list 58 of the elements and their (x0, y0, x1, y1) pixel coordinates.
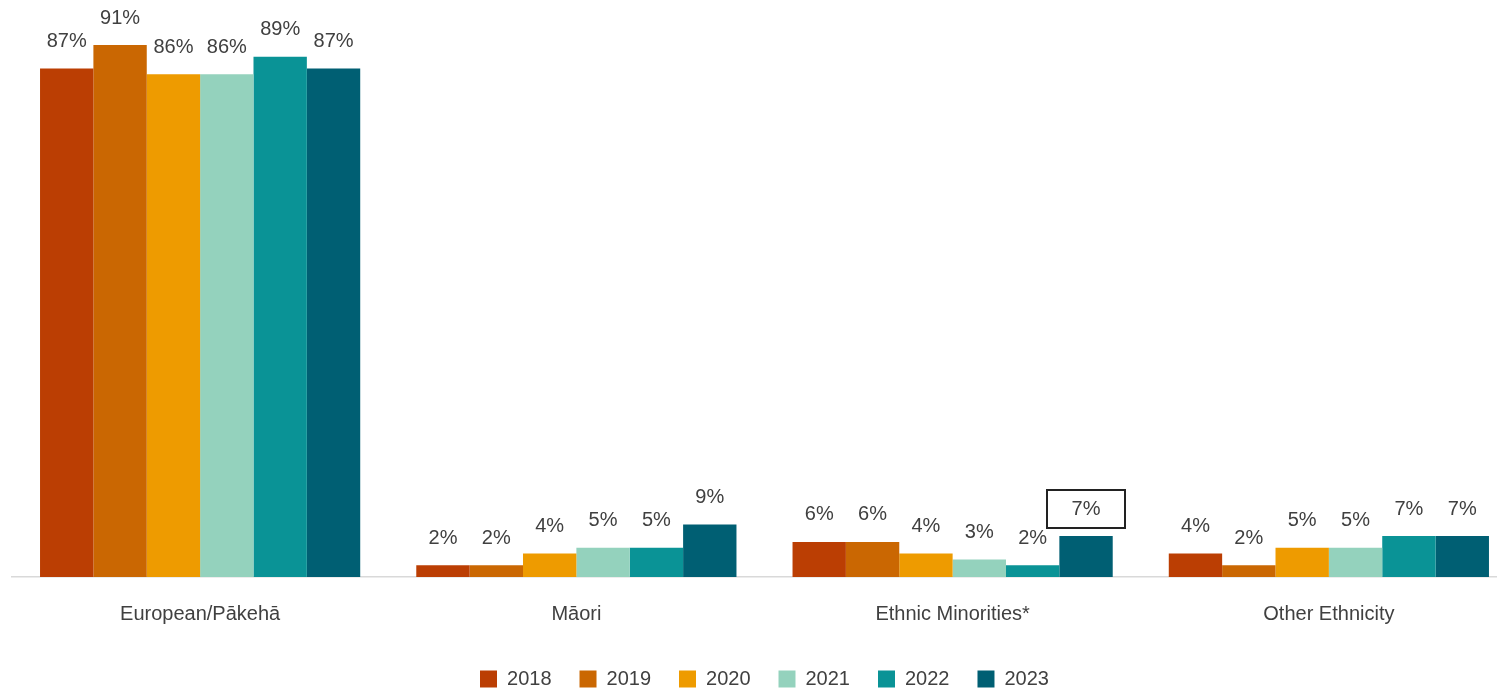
data-label: 5% (1287, 508, 1317, 531)
x-tick-label: Other Ethnicity (1263, 601, 1395, 624)
data-label: 2% (1018, 525, 1048, 548)
data-label: 4% (911, 514, 941, 537)
bar (1435, 536, 1489, 577)
bar (629, 547, 684, 577)
bar (40, 68, 94, 577)
bar (200, 74, 254, 577)
bar (899, 553, 953, 577)
bar (93, 45, 147, 577)
data-label: 2% (481, 525, 511, 548)
bar (952, 559, 1006, 577)
legend-label: 2021 (805, 666, 850, 688)
bar (306, 68, 361, 577)
data-label: 6% (858, 502, 888, 525)
bar (576, 547, 630, 577)
bar (1005, 565, 1060, 577)
data-label: 86% (153, 34, 194, 57)
data-label: 5% (1341, 508, 1371, 531)
legend-label: 2018 (507, 666, 552, 688)
data-label: 89% (260, 17, 301, 40)
bar (146, 74, 201, 577)
x-tick-label: Māori (551, 601, 602, 624)
bar (469, 565, 524, 577)
data-label: 2% (1234, 525, 1264, 548)
bar (1059, 536, 1113, 577)
data-label: 5% (588, 508, 618, 531)
data-label: 5% (641, 508, 672, 531)
data-label: 4% (1181, 514, 1211, 537)
bar (845, 541, 900, 577)
bar (1328, 547, 1383, 577)
x-tick-label: Ethnic Minorities* (875, 601, 1031, 624)
data-label: 7% (1447, 496, 1477, 519)
data-label: 7% (1394, 496, 1424, 519)
bar (523, 553, 577, 577)
bar (792, 541, 846, 577)
bar (1382, 536, 1436, 577)
legend-label: 2022 (904, 666, 950, 688)
data-label: 87% (46, 28, 87, 51)
bar (1222, 565, 1276, 577)
data-label: 9% (695, 484, 725, 507)
bar (253, 56, 307, 577)
data-label: 86% (206, 34, 248, 57)
x-tick-label: European/Pākehā (120, 601, 282, 624)
bar (1168, 553, 1223, 577)
legend-label: 2019 (606, 666, 652, 688)
legend-label: 2023 (1004, 666, 1049, 688)
data-label: 87% (313, 28, 354, 51)
data-label: 7% (1071, 496, 1101, 519)
data-label: 6% (804, 502, 834, 525)
data-label: 3% (964, 519, 994, 542)
legend-label: 2020 (706, 666, 751, 688)
data-label: 4% (535, 514, 565, 537)
data-label: 2% (428, 525, 458, 548)
bar (416, 565, 470, 577)
data-label: 91% (100, 5, 141, 28)
bar (1275, 547, 1329, 577)
bar (683, 524, 737, 577)
